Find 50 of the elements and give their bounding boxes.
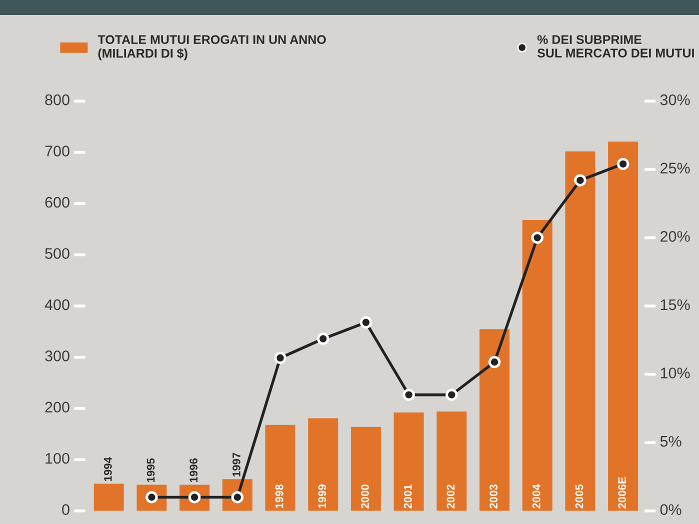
y-tick-label: 100 [46,452,70,464]
bar [265,424,296,511]
x-tick-label: 2004 [532,484,540,508]
y2-tick-label: 25% [660,162,690,174]
point [616,158,630,170]
legend-label: TOTALE MUTUI EROGATI IN UN ANNO (MILIARDI DI $) [98,35,326,60]
y-tick-label: 600 [45,196,70,208]
x-tick-label: 1999 [318,484,326,508]
x-tick-label: 2005 [575,484,584,508]
bar [94,484,124,511]
y2-tick-label: 30% [660,94,690,106]
bar [522,220,552,511]
x-tick-label: 1995 [146,458,155,482]
bar [608,142,638,511]
y2-tick-label: 10% [660,368,690,378]
bar [436,412,467,511]
y-tick-label: 300 [45,350,70,362]
y2-tick-label: 20% [660,231,690,242]
point [274,352,286,364]
bar [308,418,338,511]
bar [350,426,381,511]
y2-tick-label: 5% [660,436,682,447]
x-tick-label: 1996 [190,458,198,482]
point [402,388,415,401]
y-tick-label: 200 [45,402,70,413]
x-tick-label: 1994 [104,457,112,482]
x-tick-label: 1997 [232,452,240,476]
y2-tick-label: 15% [660,299,690,310]
x-tick-label: 2006E [618,477,626,508]
bar [394,412,424,511]
y-tick-label: 800 [45,94,70,106]
x-tick-label: 1998 [275,484,284,508]
x-tick-label: 2002 [446,484,455,508]
point [488,356,501,368]
point [531,232,544,244]
x-tick-label: 2000 [361,484,369,508]
point [446,388,458,401]
bar [565,151,596,511]
y-tick-label: 400 [44,299,70,310]
y-tick-label: 700 [45,146,70,156]
legend-label: % DEI SUBPRIME SUL MERCATO DEI MUTUI [537,35,694,58]
x-tick-label: 2001 [404,484,412,508]
y2-tick-label: 0% [660,504,682,515]
point [360,316,372,329]
point [316,332,330,345]
bar [480,329,510,511]
point [574,174,586,186]
y-tick-label: 0 [62,504,70,515]
y-tick-label: 500 [45,248,70,259]
x-tick-label: 2003 [490,484,498,508]
